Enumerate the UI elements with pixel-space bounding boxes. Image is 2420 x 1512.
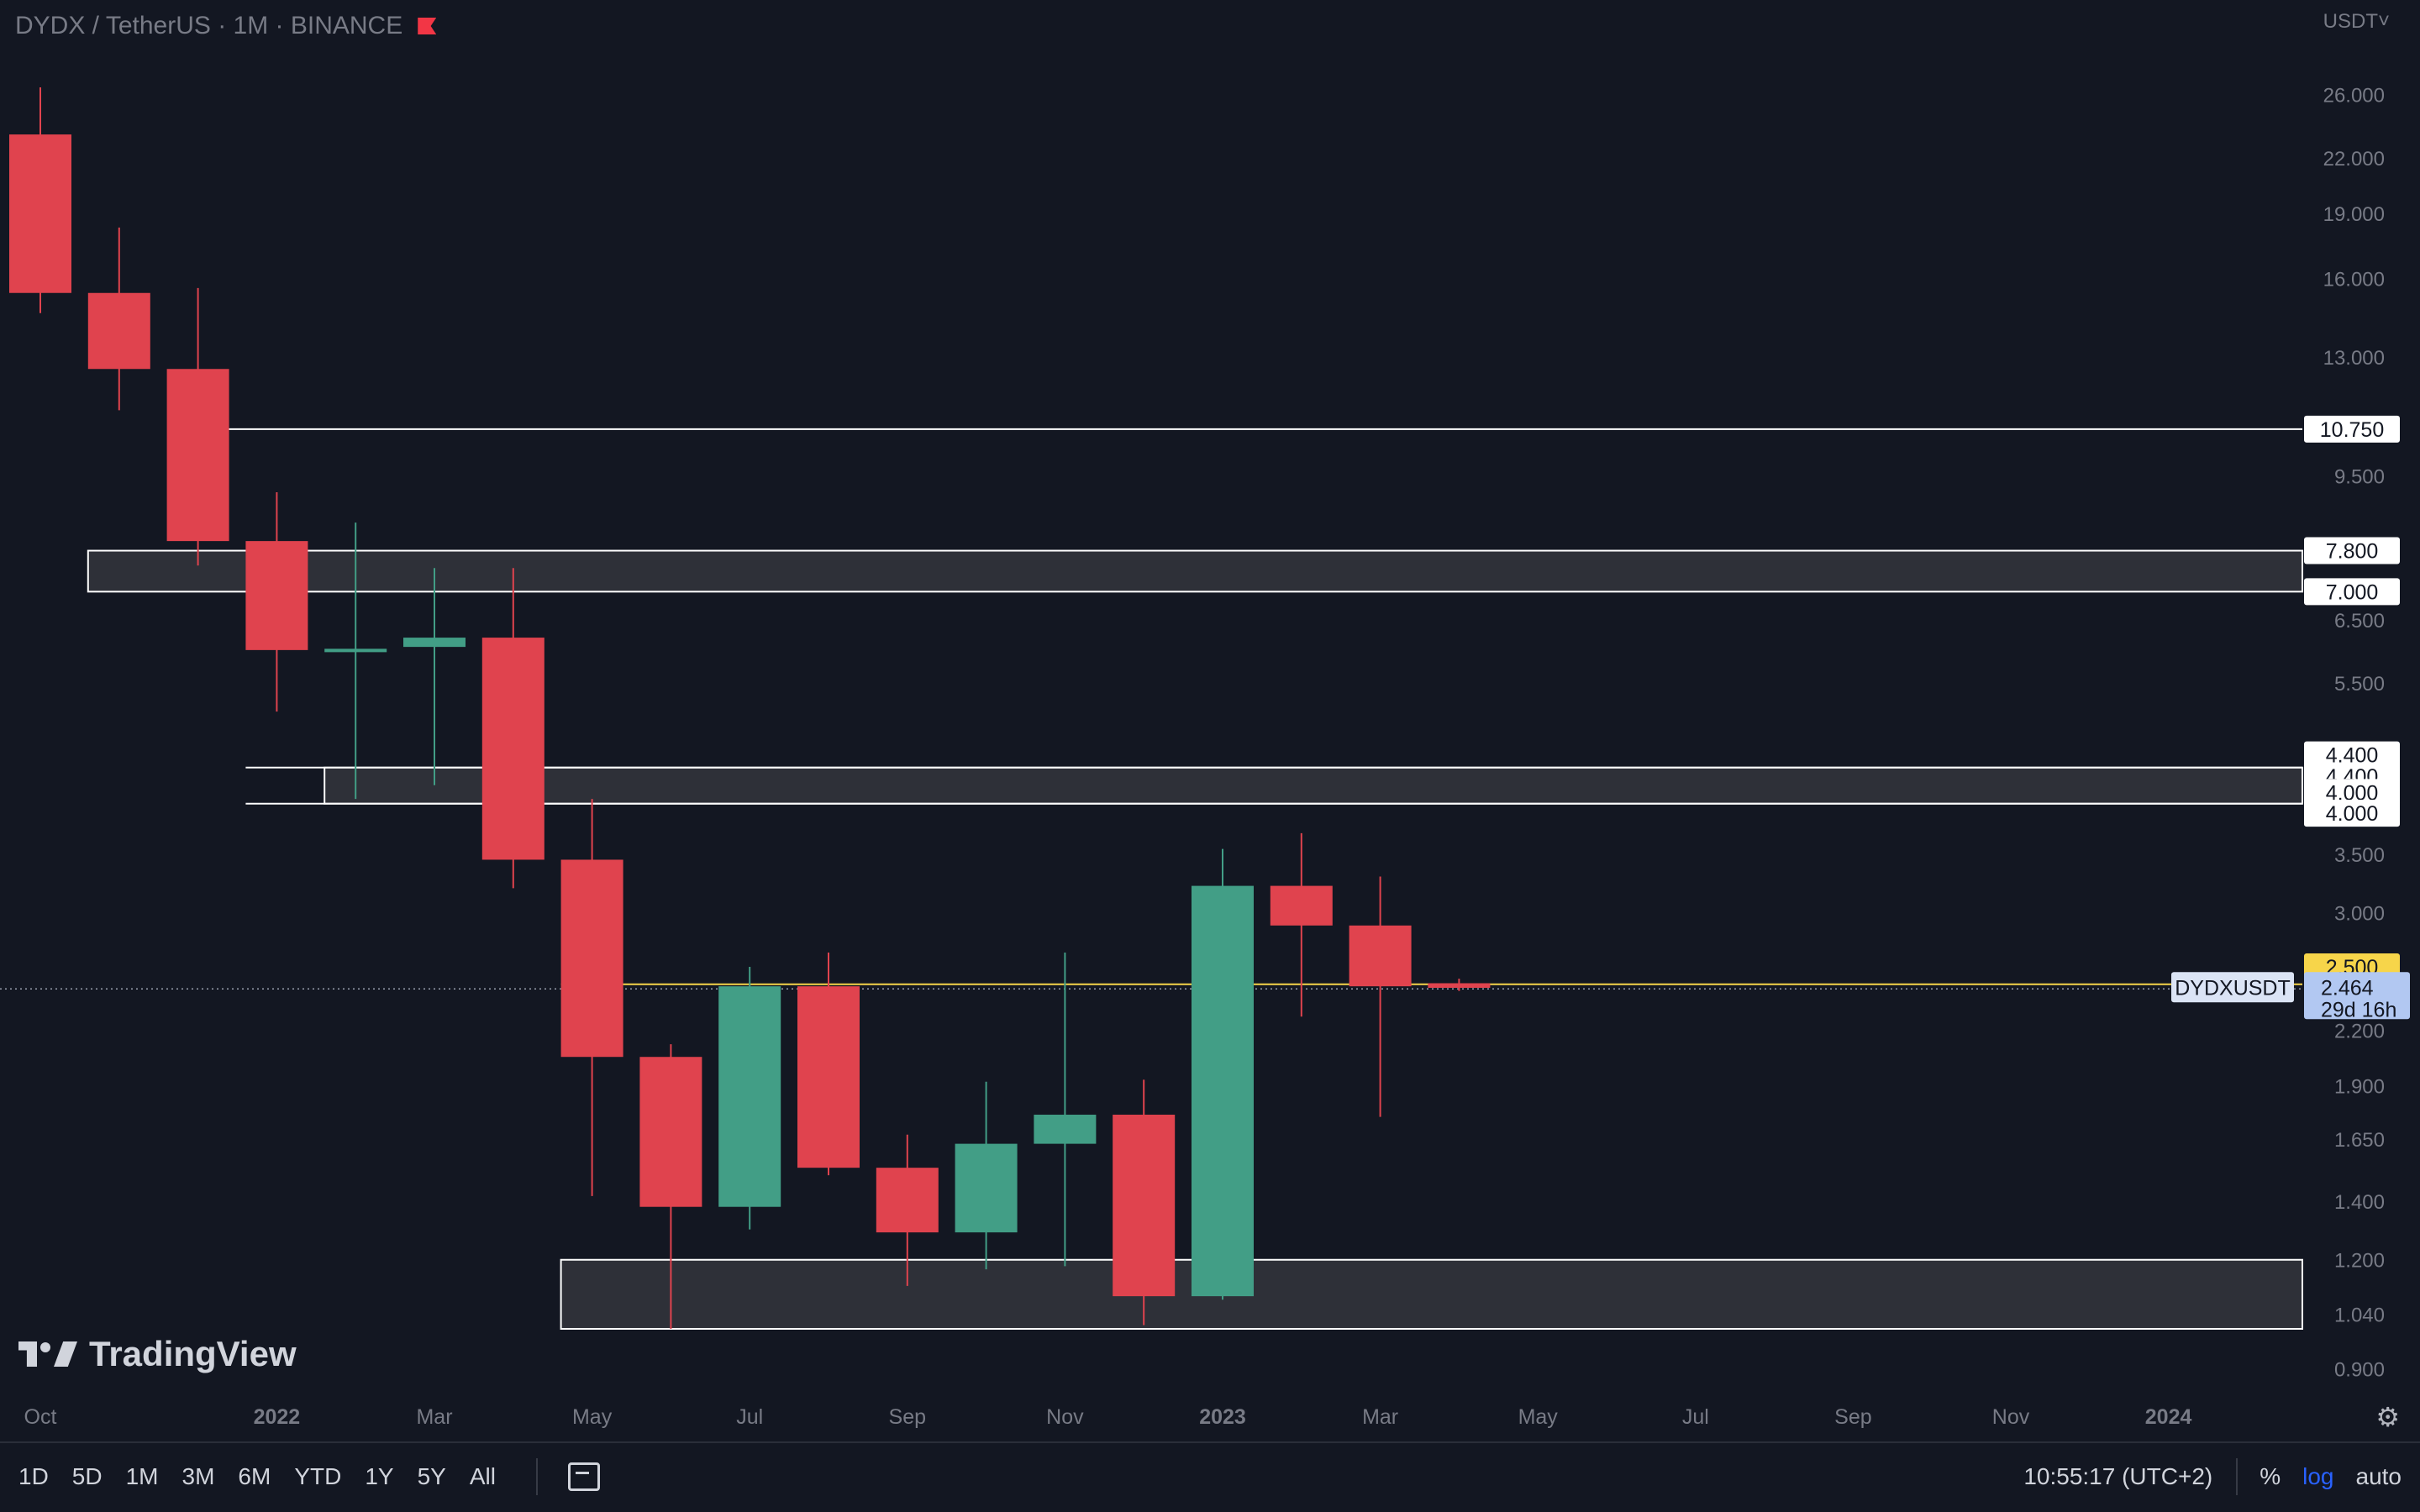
y-tick-label: 19.000 xyxy=(2323,203,2385,226)
level-label: 7.800 xyxy=(2326,540,2379,564)
x-tick-label: Mar xyxy=(1362,1405,1398,1429)
x-tick-label: Sep xyxy=(1834,1405,1871,1429)
toolbar-divider xyxy=(535,1458,538,1495)
percent-toggle[interactable]: % xyxy=(2260,1463,2281,1489)
timeframe-1y-button[interactable]: 1Y xyxy=(365,1463,394,1489)
chart-header: DYDX / TetherUS · 1M · BINANCE xyxy=(15,12,437,40)
level-label: 4.000 xyxy=(2326,802,2379,826)
zone-rect xyxy=(324,766,2304,805)
candle-body xyxy=(1428,983,1491,988)
x-tick-label: Sep xyxy=(889,1405,926,1429)
x-tick-label: Nov xyxy=(1046,1405,1084,1429)
timeframe-1m-button[interactable]: 1M xyxy=(125,1463,159,1489)
symbol-tag-bg xyxy=(2171,972,2294,1003)
level-label-bg xyxy=(2304,779,2400,806)
candle-body xyxy=(1270,885,1333,926)
toolbar-right: 10:55:17 (UTC+2) % log auto xyxy=(2002,1443,2402,1510)
x-tick-label: Oct xyxy=(24,1405,57,1429)
toolbar-divider xyxy=(2236,1458,2238,1495)
candle-body xyxy=(876,1168,939,1233)
flag-icon[interactable] xyxy=(418,18,437,34)
x-tick-label: Jul xyxy=(1682,1405,1709,1429)
tradingview-wordmark: TradingView xyxy=(89,1334,297,1373)
x-tick-label: Jul xyxy=(736,1405,763,1429)
zone-rect xyxy=(560,1258,2303,1330)
y-tick-label: 1.200 xyxy=(2334,1250,2385,1273)
candle-body xyxy=(718,986,781,1207)
candle-body xyxy=(481,638,544,860)
bottom-toolbar: 1D 5D 1M 3M 6M YTD 1Y 5Y All 10:55:17 (U… xyxy=(0,1441,2420,1510)
candle-body xyxy=(324,648,387,653)
level-label-bg xyxy=(2304,578,2400,606)
x-tick-label: May xyxy=(572,1405,613,1429)
log-toggle[interactable]: log xyxy=(2302,1463,2334,1489)
price-chart[interactable]: 26.000 22.000 19.000 16.000 13.000 9.500 6.500… xyxy=(0,0,2420,1436)
y-tick-label: 1.650 xyxy=(2334,1129,2385,1152)
level-label-bg xyxy=(2304,741,2400,769)
timeframe-ytd-button[interactable]: YTD xyxy=(294,1463,342,1489)
level-label-bg xyxy=(2304,800,2400,827)
timeframe-1d-button[interactable]: 1D xyxy=(18,1463,49,1489)
level-label: 7.000 xyxy=(2326,580,2379,604)
x-tick-label: 2022 xyxy=(254,1405,301,1429)
clock-time[interactable]: 10:55:17 (UTC+2) xyxy=(2023,1463,2213,1489)
zone-rect xyxy=(87,549,2303,593)
y-tick-label: 13.000 xyxy=(2323,347,2385,370)
timeframe-all-button[interactable]: All xyxy=(469,1463,496,1489)
candle-body xyxy=(560,859,623,1058)
gear-icon[interactable]: ⚙ xyxy=(2375,1402,2400,1432)
x-tick-label: 2023 xyxy=(1199,1405,1246,1429)
candle-body xyxy=(9,134,71,293)
level-label-bg xyxy=(2304,537,2400,564)
auto-toggle[interactable]: auto xyxy=(2355,1463,2402,1489)
timeframe-5d-button[interactable]: 5D xyxy=(71,1463,103,1489)
x-tick-label: Mar xyxy=(416,1405,452,1429)
candle-body xyxy=(639,1057,702,1207)
timeframe-6m-button[interactable]: 6M xyxy=(238,1463,271,1489)
candle-body xyxy=(1113,1115,1176,1297)
tradingview-mark-icon xyxy=(18,1341,77,1367)
currency-selector[interactable]: USDT˅ xyxy=(2323,10,2390,33)
candle-body xyxy=(87,292,150,370)
countdown-label: 29d 16h xyxy=(2321,998,2396,1021)
y-tick-label: 16.000 xyxy=(2323,269,2385,291)
candle-body xyxy=(797,986,860,1168)
candle-body xyxy=(166,369,229,542)
x-tick-label: May xyxy=(1518,1405,1559,1429)
y-tick-label: 1.040 xyxy=(2334,1304,2385,1326)
candle-body xyxy=(245,541,308,650)
level-label: 10.750 xyxy=(2320,418,2384,442)
symbol-title[interactable]: DYDX / TetherUS · 1M · BINANCE xyxy=(15,12,403,39)
candle-body xyxy=(955,1143,1018,1233)
calendar-range-icon[interactable] xyxy=(567,1462,600,1491)
current-price-label: 2.464 xyxy=(2321,976,2374,1000)
candle-body xyxy=(1349,925,1412,987)
y-tick-label: 5.500 xyxy=(2334,673,2385,696)
candle-body xyxy=(1192,885,1254,1297)
candle-body xyxy=(403,638,466,648)
x-tick-label: 2024 xyxy=(2145,1405,2192,1429)
level-label-bg xyxy=(2304,415,2400,443)
current-price-bg xyxy=(2304,972,2410,1020)
x-tick-label: Nov xyxy=(1992,1405,2030,1429)
y-tick-label: 26.000 xyxy=(2323,85,2385,108)
tradingview-logo[interactable]: TradingView xyxy=(18,1334,297,1374)
y-tick-label: 22.000 xyxy=(2323,148,2385,171)
y-tick-label: 1.400 xyxy=(2334,1191,2385,1214)
y-tick-label: 2.200 xyxy=(2334,1020,2385,1042)
timeframe-3m-button[interactable]: 3M xyxy=(182,1463,215,1489)
y-tick-label: 6.500 xyxy=(2334,610,2385,633)
y-tick-label: 3.500 xyxy=(2334,844,2385,867)
timeframe-5y-button[interactable]: 5Y xyxy=(417,1463,446,1489)
y-tick-label: 3.000 xyxy=(2334,902,2385,925)
y-tick-label: 1.900 xyxy=(2334,1075,2385,1098)
y-tick-label: 9.500 xyxy=(2334,466,2385,489)
y-tick-label: 0.900 xyxy=(2334,1358,2385,1381)
candle-body xyxy=(1034,1115,1097,1144)
timeframe-buttons: 1D 5D 1M 3M 6M YTD 1Y 5Y All xyxy=(18,1463,519,1490)
symbol-tag: DYDXUSDT xyxy=(2175,976,2291,1000)
